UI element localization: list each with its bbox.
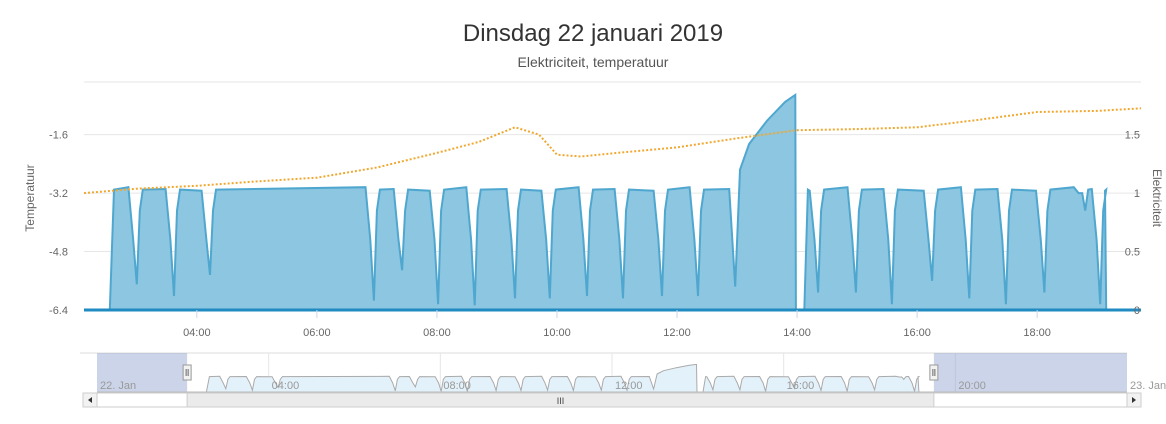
navigator-handle-right[interactable] <box>929 364 939 381</box>
navigator-label: 23. Jan <box>1130 380 1166 392</box>
navigator-label: 16:00 <box>787 380 815 392</box>
x-tick-label: 08:00 <box>423 327 451 339</box>
navigator-handle-left[interactable] <box>182 364 192 381</box>
y-left-title: Temperatuur <box>23 164 37 231</box>
navigator-label: 22. Jan <box>100 380 136 392</box>
temperature-line[interactable] <box>83 107 1142 195</box>
chart-title: Dinsdag 22 januari 2019 <box>463 20 723 47</box>
x-tick-label: 12:00 <box>663 327 691 339</box>
navigator-label: 04:00 <box>272 380 300 392</box>
navigator-mask-left <box>97 353 188 392</box>
chart-subtitle: Elektriciteit, temperatuur <box>518 54 669 70</box>
x-tick-label: 14:00 <box>783 327 811 339</box>
x-tick-label: 10:00 <box>543 327 571 339</box>
y-right-tick-label: 0 <box>1134 305 1140 317</box>
arrow-left-icon <box>88 397 92 403</box>
x-tick-label: 06:00 <box>303 327 331 339</box>
navigator[interactable]: 22. Jan 04:00 08:00 12:00 16:00 20:00 23. Jan I… <box>80 352 1166 408</box>
y-right-title: Elektriciteit <box>1150 169 1164 228</box>
axes: -1.6 -3.2 -4.8 -6.4 1.5 1 0.5 0 04:00 06:00 08:00 1… <box>49 130 1140 339</box>
navigator-label: 08:00 <box>443 380 471 392</box>
scrollbar-thumb[interactable] <box>186 392 935 408</box>
navigator-label: 12:00 <box>615 380 643 392</box>
navigator-label: 20:00 <box>958 380 986 392</box>
y-right-tick-label: 1.5 <box>1125 130 1140 142</box>
y-right-tick-label: 1 <box>1134 188 1140 200</box>
arrow-right-icon <box>1132 397 1136 403</box>
y-left-tick-label: -1.6 <box>49 130 68 142</box>
y-left-tick-label: -3.2 <box>49 188 68 200</box>
x-tick-label: 18:00 <box>1023 327 1051 339</box>
y-left-tick-label: -4.8 <box>49 247 68 259</box>
x-tick-label: 04:00 <box>183 327 211 339</box>
y-right-tick-label: 0.5 <box>1125 247 1140 259</box>
navigator-series <box>97 363 1127 393</box>
y-left-tick-label: -6.4 <box>49 305 68 317</box>
x-tick-label: 16:00 <box>903 327 931 339</box>
navigator-mask-right <box>933 353 1127 392</box>
electricity-area[interactable] <box>84 94 1141 311</box>
plot-area[interactable] <box>83 93 1142 312</box>
electricity-line[interactable] <box>84 93 1141 311</box>
scrollbar-grip: III <box>557 396 565 406</box>
